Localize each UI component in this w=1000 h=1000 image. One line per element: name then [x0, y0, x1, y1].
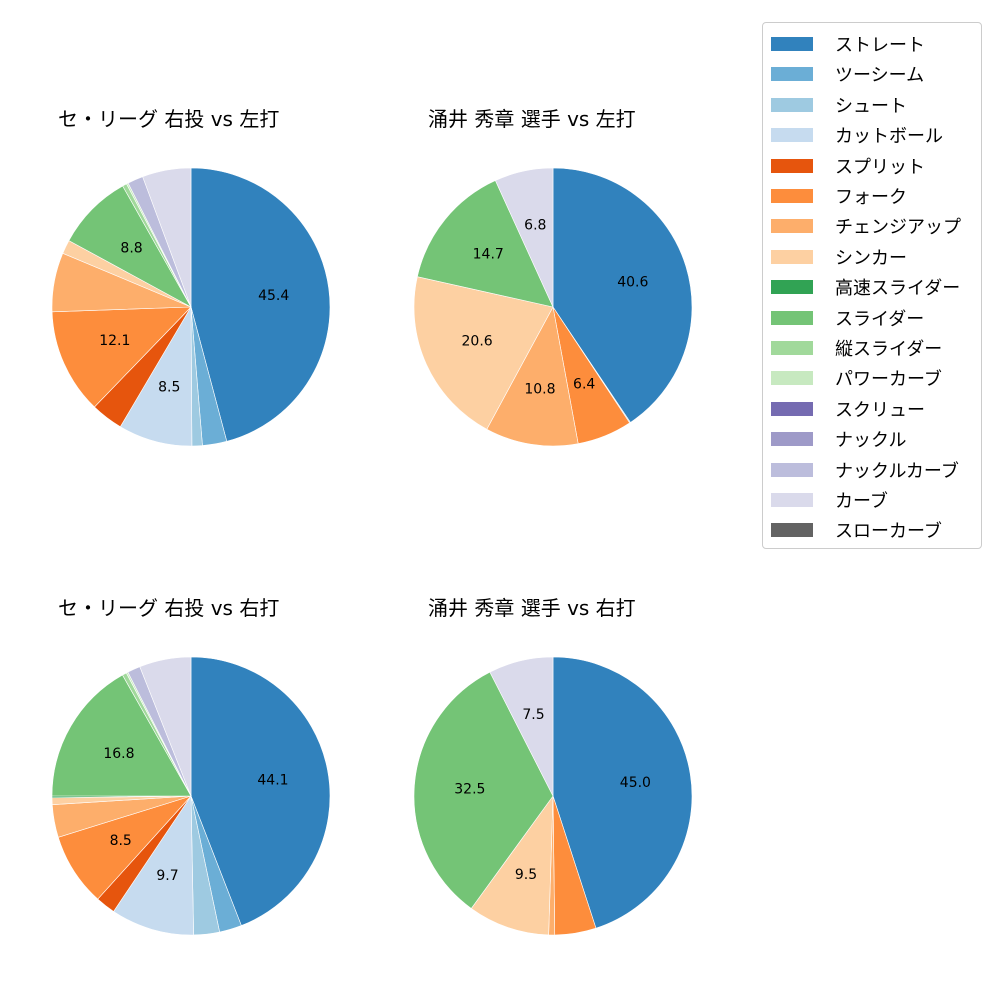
pie-slice	[416, 180, 554, 308]
slice-value-label: 8.5	[158, 380, 180, 396]
legend-swatch	[771, 189, 813, 203]
legend-item: 縦スライダー	[771, 336, 942, 360]
legend-item: ツーシーム	[771, 62, 924, 86]
chart-title: セ・リーグ 右投 vs 左打	[58, 107, 280, 131]
slice-value-label: 45.0	[620, 775, 651, 791]
slice-value-label: 45.4	[258, 288, 289, 304]
legend-item: パワーカーブ	[771, 366, 942, 390]
pie-slice	[486, 306, 579, 447]
pie-slice	[489, 656, 554, 797]
pie-slice	[470, 795, 554, 936]
pie-slice	[113, 795, 194, 936]
slice-value-label: 44.1	[257, 773, 288, 789]
legend-item: スプリット	[771, 154, 925, 178]
legend-swatch	[771, 280, 813, 295]
legend-item: スクリュー	[771, 397, 925, 421]
legend-label: スクリュー	[835, 399, 925, 421]
pie-slice	[413, 671, 554, 909]
legend-swatch	[771, 401, 813, 416]
legend-label: スライダー	[835, 308, 925, 330]
pie-slice	[495, 167, 554, 308]
legend-item: ストレート	[771, 32, 925, 56]
legend-label: フォーク	[835, 187, 907, 208]
slice-value-label: 8.5	[110, 833, 132, 849]
legend-swatch	[771, 97, 813, 112]
slice-value-label: 10.8	[524, 381, 555, 397]
pie-slice	[552, 167, 693, 423]
legend-label: 高速スライダー	[835, 278, 961, 300]
legend-item: チェンジアップ	[771, 214, 961, 238]
pie-slice	[190, 167, 331, 442]
legend-item: シュート	[771, 93, 907, 117]
legend-swatch	[771, 37, 813, 51]
legend-swatch	[771, 128, 813, 143]
pie-slice	[413, 276, 554, 430]
pie-3: 45.0 9.5 32.5 7.5	[413, 656, 693, 936]
slice-value-label: 40.6	[617, 275, 648, 291]
legend-swatch	[771, 462, 813, 477]
pie-slice	[190, 656, 331, 926]
slice-value-label: 12.1	[99, 333, 130, 349]
legend-item: カットボール	[771, 123, 943, 147]
pie-1: 40.6 6.4 10.8 20.6 14.7 6.8	[413, 167, 693, 447]
slice-value-label: 9.7	[156, 868, 178, 884]
slice-value-label: 9.5	[515, 867, 537, 883]
slice-value-label: 16.8	[103, 746, 134, 762]
legend-label: シュート	[835, 95, 907, 117]
slice-value-label: 6.4	[573, 376, 595, 392]
slice-value-label: 8.8	[120, 240, 142, 256]
slice-value-label: 14.7	[473, 246, 504, 262]
chart-title: セ・リーグ 右投 vs 右打	[58, 596, 280, 620]
legend-swatch	[771, 219, 813, 234]
slice-value-label: 6.8	[524, 217, 546, 233]
legend-label: スプリット	[835, 156, 925, 178]
legend-label: ツーシーム	[835, 65, 925, 87]
legend-label: チェンジアップ	[835, 217, 961, 239]
legend-swatch	[771, 158, 813, 173]
legend-item: スライダー	[771, 306, 924, 330]
legend-label: 縦スライダー	[835, 339, 943, 360]
pie-slice	[139, 656, 192, 797]
pie-0: 45.4 8.5 12.1 8.8	[51, 167, 331, 447]
pie-slice	[51, 674, 192, 797]
legend-label: パワーカーブ	[835, 369, 942, 391]
pie-2: 44.1 9.7 8.5 16.8	[51, 656, 331, 936]
legend-label: ナックルカーブ	[835, 460, 959, 482]
legend: ストレートツーシームシュートカットボール スプリットフォークチェンジアップ シンカー…	[762, 22, 982, 549]
pie-slice	[552, 656, 693, 929]
legend-swatch	[771, 523, 813, 538]
legend-swatch	[771, 67, 813, 82]
legend-item: スローカーブ	[771, 518, 942, 542]
legend-swatch	[771, 310, 813, 325]
pie-slice	[142, 167, 192, 308]
legend-label: カーブ	[835, 491, 888, 512]
legend-label: スローカーブ	[835, 521, 942, 543]
slice-value-label: 32.5	[454, 781, 485, 797]
chart-title: 涌井 秀章 選手 vs 右打	[428, 596, 636, 620]
legend-swatch	[771, 371, 813, 386]
legend-item: 高速スライダー	[771, 275, 960, 299]
legend-item: ナックル	[771, 427, 906, 451]
legend-item: フォーク	[771, 184, 907, 208]
legend-label: ストレート	[835, 35, 925, 56]
legend-item: ナックルカーブ	[771, 458, 959, 482]
slice-value-label: 7.5	[522, 707, 544, 723]
legend-item: カーブ	[771, 488, 888, 512]
pie-slice	[51, 306, 192, 408]
chart-title: 涌井 秀章 選手 vs 左打	[428, 107, 636, 131]
slice-value-label: 20.6	[462, 334, 493, 350]
legend-item: シンカー	[771, 245, 907, 269]
legend-label: カットボール	[835, 126, 943, 148]
legend-swatch	[771, 493, 813, 507]
legend-swatch	[771, 249, 813, 264]
legend-label: ナックル	[835, 430, 907, 452]
legend-swatch	[771, 341, 813, 355]
legend-swatch	[771, 432, 813, 447]
legend-label: シンカー	[835, 247, 907, 269]
